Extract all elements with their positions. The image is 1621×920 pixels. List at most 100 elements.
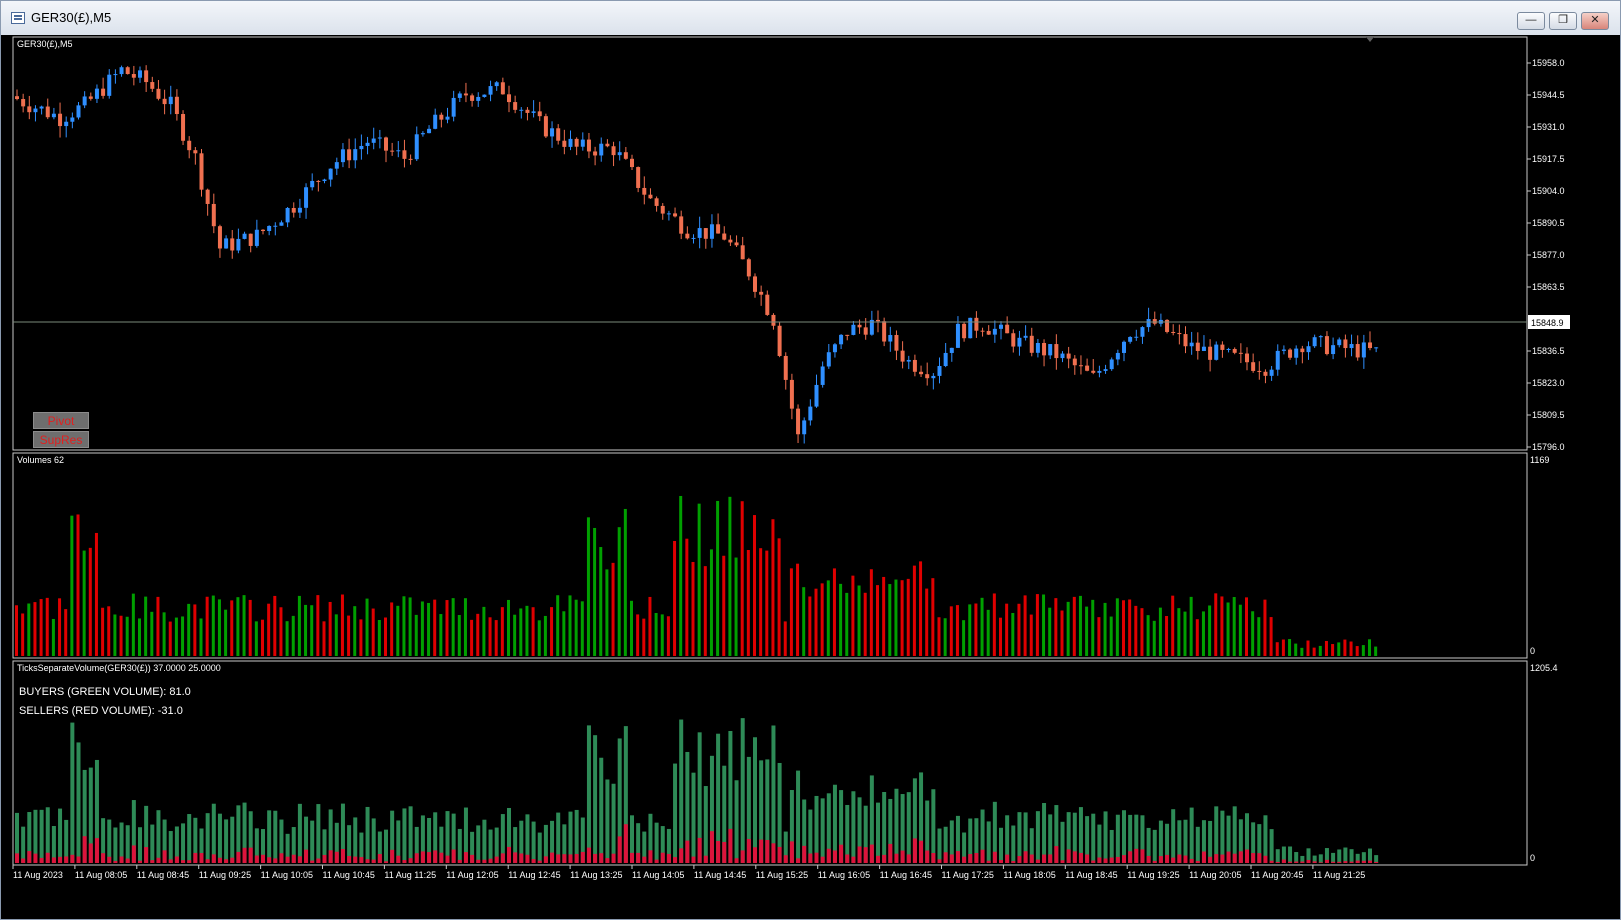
tick-sell-bar [408, 858, 413, 863]
volume-bar [1072, 596, 1076, 656]
tick-buy-bar [550, 820, 555, 863]
volume-bar [556, 595, 560, 656]
tick-buy-bar [384, 829, 388, 863]
tick-sell-bar [248, 847, 253, 863]
volume-bar [876, 585, 879, 656]
tick-buy-bar [15, 812, 19, 863]
candle-body [1042, 342, 1047, 356]
tick-sell-bar [1048, 854, 1053, 863]
tick-buy-bar [1331, 852, 1336, 863]
tick-sell-bar [556, 854, 561, 863]
volume-bar [974, 603, 978, 656]
candle-body [236, 238, 241, 251]
volume-bar [1152, 620, 1156, 656]
volume-bar [709, 549, 713, 656]
tick-buy-bar [543, 824, 548, 863]
sellers-text: SELLERS (RED VOLUME): -31.0 [19, 705, 183, 717]
volume-bar [420, 601, 424, 656]
candle-body [513, 102, 518, 110]
tick-buy-bar [955, 815, 960, 863]
volume-bar [820, 583, 824, 656]
volume-bar [1078, 595, 1082, 656]
volume-bar [1324, 640, 1328, 656]
chart-shift-marker[interactable] [1366, 37, 1374, 42]
volume-bar [131, 593, 135, 656]
time-tick-label: 11 Aug 18:05 [1003, 870, 1055, 880]
tick-buy-bar [1294, 852, 1299, 863]
chart-canvas[interactable]: 15848.9 GER30(£),M5 Volumes 62 TicksSepa… [1, 35, 1620, 919]
volume-bar [593, 527, 597, 656]
volume-bar [912, 565, 916, 656]
price-tick-label: 15809.5 [1532, 410, 1565, 420]
volume-bar [334, 614, 338, 656]
tick-sell-bar [144, 847, 149, 863]
volume-bar [211, 595, 215, 656]
volume-bar [962, 620, 966, 656]
tick-buy-bar [814, 795, 819, 863]
tick-sell-bar [1232, 853, 1237, 863]
tick-buy-bar [1171, 809, 1176, 863]
tick-buy-bar [236, 805, 241, 863]
chart-area[interactable]: 15848.9 GER30(£),M5 Volumes 62 TicksSepa… [1, 35, 1620, 919]
volume-bar [1245, 597, 1248, 656]
tick-sell-bar [138, 860, 142, 863]
tick-buy-bar [943, 826, 948, 863]
restore-button[interactable]: ❐ [1549, 12, 1577, 30]
tick-buy-bar [322, 829, 327, 863]
tick-buy-bar [138, 827, 142, 863]
tick-sell-bar [334, 851, 339, 863]
volume-bar [1368, 639, 1371, 656]
price-tick-label: 15904.0 [1532, 186, 1565, 196]
candle-body [1146, 319, 1151, 328]
close-button[interactable]: ✕ [1581, 12, 1609, 30]
volume-bar [863, 592, 867, 656]
volume-bar [832, 568, 836, 656]
tick-sell-bar [1183, 855, 1188, 863]
tick-buy-bar [1245, 813, 1249, 863]
volume-bar [33, 602, 37, 656]
tick-buy-bar [949, 820, 954, 863]
tick-sell-bar [1361, 860, 1366, 863]
volume-bar [445, 600, 449, 656]
tick-buy-bar [107, 819, 112, 863]
volume-bar [783, 621, 787, 656]
tick-sell-bar [439, 852, 444, 863]
candle-body [759, 291, 764, 295]
title-bar[interactable]: GER30(£),M5 — ❐ ✕ [1, 1, 1620, 36]
pivot-button[interactable]: Pivot [33, 412, 89, 429]
tick-buy-bar [869, 775, 874, 863]
candle-body [876, 319, 880, 322]
volume-bar [796, 563, 800, 656]
tick-buy-bar [377, 831, 382, 863]
volume-bar [27, 603, 31, 656]
candle-body [925, 374, 930, 379]
volume-bar [1257, 617, 1261, 656]
tick-buy-bar [531, 821, 536, 863]
tick-sell-bar [1097, 857, 1102, 863]
candle-body [580, 139, 585, 147]
candle-body [445, 116, 450, 120]
tick-sell-bar [470, 854, 475, 863]
tick-buy-bar [254, 828, 259, 863]
volume-bar [15, 605, 18, 656]
volume-bar [1269, 617, 1273, 656]
tick-buy-bar [654, 822, 659, 863]
time-tick-label: 11 Aug 14:45 [694, 870, 746, 880]
candle-body [334, 162, 339, 169]
time-tick-label: 11 Aug 11:25 [384, 870, 436, 880]
volume-bar [845, 592, 849, 656]
volume-bar [1349, 641, 1353, 656]
candle-body [820, 366, 825, 385]
candle-body [691, 237, 696, 239]
supres-button[interactable]: SupRes [33, 431, 89, 448]
time-tick-label: 11 Aug 12:45 [508, 870, 560, 880]
tick-sell-bar [943, 852, 948, 863]
tick-sell-bar [414, 853, 419, 863]
price-tick-label: 15890.5 [1532, 218, 1565, 228]
tick-sell-bar [365, 859, 370, 863]
candle-body [1183, 334, 1188, 347]
tick-buy-bar [199, 828, 204, 863]
volume-bar [919, 561, 923, 656]
minimize-button[interactable]: — [1517, 12, 1545, 30]
